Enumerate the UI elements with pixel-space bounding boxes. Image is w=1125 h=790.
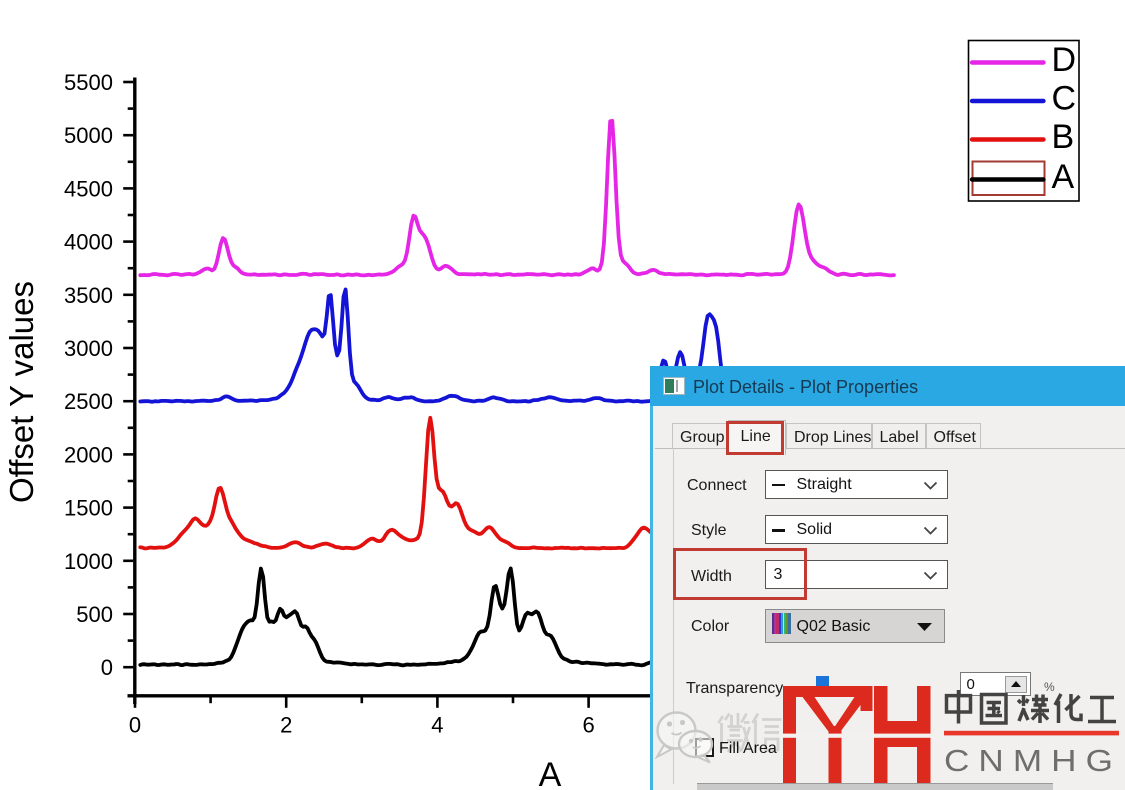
svg-text:3500: 3500 [64,283,113,308]
svg-text:6: 6 [582,713,594,738]
svg-text:5000: 5000 [64,123,113,148]
svg-text:4000: 4000 [64,230,113,255]
svg-text:Offset Y values: Offset Y values [3,281,40,503]
svg-text:5500: 5500 [64,70,113,95]
svg-text:D: D [1052,41,1077,79]
svg-text:500: 500 [76,602,113,627]
svg-text:4500: 4500 [64,176,113,201]
svg-text:C: C [1052,80,1077,118]
svg-text:CNMHG: CNMHG [944,743,1122,778]
svg-text:A: A [1052,158,1075,196]
svg-text:0: 0 [129,713,141,738]
svg-text:Fill Area: Fill Area [719,740,777,757]
svg-text:1000: 1000 [64,549,113,574]
svg-text:4: 4 [431,713,443,738]
svg-text:3000: 3000 [64,336,113,361]
svg-text:0: 0 [101,655,113,680]
svg-text:2000: 2000 [64,442,113,467]
svg-text:B: B [1052,118,1075,156]
svg-text:2500: 2500 [64,389,113,414]
svg-text:2: 2 [280,713,292,738]
svg-text:1500: 1500 [64,496,113,521]
svg-text:A: A [539,756,562,790]
